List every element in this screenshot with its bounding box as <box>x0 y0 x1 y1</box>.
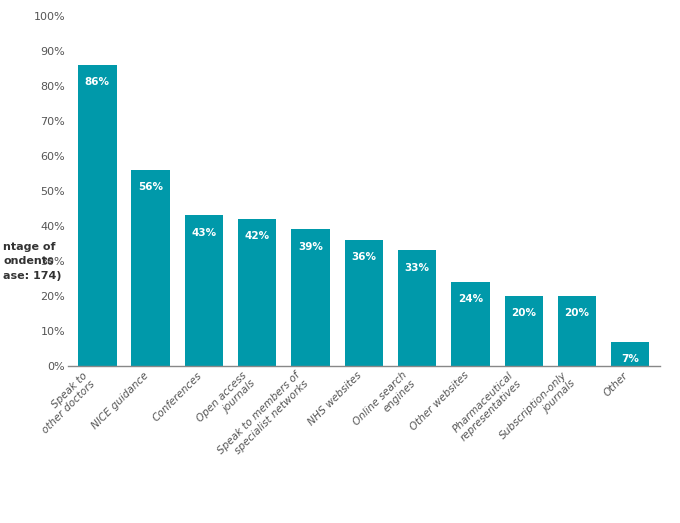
Bar <box>78 65 116 366</box>
Text: 56%: 56% <box>138 182 163 192</box>
Text: 86%: 86% <box>85 77 109 87</box>
Bar <box>452 282 490 366</box>
Text: 43%: 43% <box>191 228 216 237</box>
Bar <box>398 251 437 366</box>
Bar <box>611 342 649 366</box>
Bar <box>505 296 543 366</box>
Text: 7%: 7% <box>622 354 639 364</box>
Text: 33%: 33% <box>405 263 430 272</box>
Bar <box>291 230 330 366</box>
Bar <box>238 219 276 366</box>
Bar <box>345 240 383 366</box>
Text: 24%: 24% <box>458 294 483 304</box>
Bar <box>131 170 170 366</box>
Text: 39%: 39% <box>298 242 323 252</box>
Bar <box>185 215 223 366</box>
Text: 36%: 36% <box>352 252 376 262</box>
Text: 20%: 20% <box>511 308 537 319</box>
Text: 20%: 20% <box>564 308 590 319</box>
Text: ntage of
ondents
ase: 174): ntage of ondents ase: 174) <box>3 242 62 281</box>
Text: 42%: 42% <box>245 231 270 241</box>
Bar <box>558 296 596 366</box>
